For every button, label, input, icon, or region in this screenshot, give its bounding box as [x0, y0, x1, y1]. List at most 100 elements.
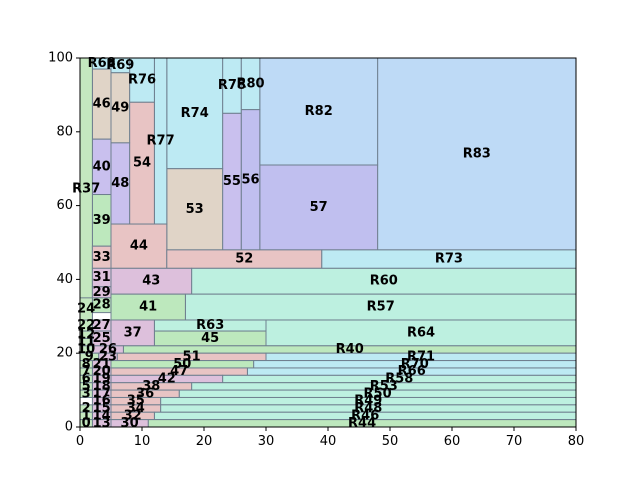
- treemap-label-r73: R73: [435, 252, 463, 267]
- x-tick-label: 0: [76, 434, 84, 449]
- treemap-label-44: 44: [130, 239, 148, 254]
- treemap-label-18: 18: [93, 379, 111, 394]
- treemap-label-3: 3: [82, 386, 91, 401]
- treemap-label-r74: R74: [181, 106, 209, 121]
- treemap-rect-r83: [377, 57, 577, 251]
- y-tick-label: 0: [65, 420, 73, 435]
- treemap-label-r71: R71: [407, 349, 435, 364]
- treemap-label-r82: R82: [305, 104, 333, 119]
- treemap-label-6: 6: [82, 372, 91, 387]
- treemap-label-r44: R44: [348, 416, 376, 431]
- treemap-label-25: 25: [93, 331, 111, 346]
- treemap-label-51: 51: [183, 349, 201, 364]
- treemap-label-r46: R46: [351, 408, 379, 423]
- treemap-rect-57: [259, 164, 379, 251]
- treemap-label-12: 12: [77, 327, 95, 342]
- treemap-label-9: 9: [85, 349, 94, 364]
- treemap-label-37: 37: [124, 325, 142, 340]
- treemap-label-56: 56: [241, 172, 259, 187]
- treemap-label-48: 48: [111, 176, 129, 191]
- treemap-label-54: 54: [133, 156, 151, 171]
- x-tick-label: 30: [258, 434, 275, 449]
- treemap-label-r57: R57: [367, 300, 395, 315]
- treemap-label-r68: R68: [88, 56, 116, 71]
- x-tick-label: 60: [444, 434, 461, 449]
- y-tick-label: 40: [56, 272, 73, 287]
- treemap-label-15: 15: [93, 401, 111, 416]
- treemap-label-29: 29: [93, 285, 111, 300]
- treemap-label-r64: R64: [407, 325, 435, 340]
- treemap-label-41: 41: [139, 300, 157, 315]
- treemap-label-21: 21: [93, 357, 111, 372]
- y-tick-label: 100: [48, 51, 73, 66]
- treemap-label-33: 33: [93, 250, 111, 265]
- treemap-label-r80: R80: [236, 76, 264, 91]
- treemap-label-10: 10: [77, 342, 95, 357]
- treemap-label-7: 7: [82, 364, 91, 379]
- treemap-rect-44: [110, 223, 168, 269]
- treemap-label-2: 2: [82, 401, 91, 416]
- x-tick-label: 20: [196, 434, 213, 449]
- treemap-label-r53: R53: [370, 379, 398, 394]
- treemap-label-r60: R60: [370, 274, 398, 289]
- treemap-label-42: 42: [158, 372, 176, 387]
- treemap-label-r78: R78: [218, 78, 246, 93]
- treemap-label-22: 22: [77, 318, 95, 333]
- treemap-label-50: 50: [173, 357, 191, 372]
- treemap-label-57: 57: [310, 200, 328, 215]
- treemap-label-17: 17: [93, 386, 111, 401]
- treemap-label-36: 36: [136, 386, 154, 401]
- y-axis-ticks: 0 20 40 60 80 100: [48, 51, 80, 435]
- treemap-label-39: 39: [93, 213, 111, 228]
- treemap-label-r69: R69: [106, 58, 134, 73]
- treemap-label-46: 46: [93, 97, 111, 112]
- treemap-rects: [79, 57, 577, 428]
- treemap-label-23: 23: [99, 349, 117, 364]
- treemap-label-19: 19: [93, 372, 111, 387]
- treemap-label-31: 31: [93, 270, 111, 285]
- treemap-label-55: 55: [223, 174, 241, 189]
- treemap-label-16: 16: [93, 394, 111, 409]
- y-tick-label: 80: [56, 124, 73, 139]
- treemap-label-53: 53: [186, 202, 204, 217]
- treemap-label-26: 26: [99, 342, 117, 357]
- y-tick-label: 20: [56, 346, 73, 361]
- treemap-label-r49: R49: [354, 394, 382, 409]
- treemap-label-34: 34: [127, 401, 145, 416]
- x-tick-label: 80: [568, 434, 585, 449]
- treemap-label-r48: R48: [354, 401, 382, 416]
- treemap-label-r66: R66: [398, 364, 426, 379]
- x-tick-label: 50: [382, 434, 399, 449]
- treemap-rect-r82: [259, 57, 379, 166]
- treemap-label-5: 5: [82, 379, 91, 394]
- treemap-label-45: 45: [201, 331, 219, 346]
- treemap-label-20: 20: [93, 364, 111, 379]
- treemap-label-r77: R77: [147, 134, 175, 149]
- x-axis-ticks: 0 10 20 30 40 50 60 70 80: [76, 427, 584, 449]
- treemap-label-r83: R83: [463, 146, 491, 161]
- treemap-label-52: 52: [235, 252, 253, 267]
- treemap-label-13: 13: [93, 416, 111, 431]
- treemap-label-49: 49: [111, 100, 129, 115]
- treemap-label-24: 24: [77, 301, 95, 316]
- treemap-label-32: 32: [124, 408, 142, 423]
- treemap-label-43: 43: [142, 274, 160, 289]
- treemap-label-1: 1: [82, 408, 91, 423]
- treemap-label-35: 35: [127, 394, 145, 409]
- x-tick-label: 70: [506, 434, 523, 449]
- treemap-label-r40: R40: [336, 342, 364, 357]
- treemap-label-r70: R70: [401, 357, 429, 372]
- treemap-rect-r60: [191, 267, 577, 295]
- x-tick-label: 40: [320, 434, 337, 449]
- treemap-label-14: 14: [93, 408, 111, 423]
- treemap-label-r76: R76: [128, 73, 156, 88]
- treemap-label-11: 11: [77, 335, 95, 350]
- treemap-label-r58: R58: [385, 372, 413, 387]
- treemap-label-47: 47: [170, 364, 188, 379]
- treemap-label-0: 0: [82, 416, 91, 431]
- treemap-label-27: 27: [93, 318, 111, 333]
- treemap-label-r50: R50: [364, 386, 392, 401]
- treemap-label-r63: R63: [196, 318, 224, 333]
